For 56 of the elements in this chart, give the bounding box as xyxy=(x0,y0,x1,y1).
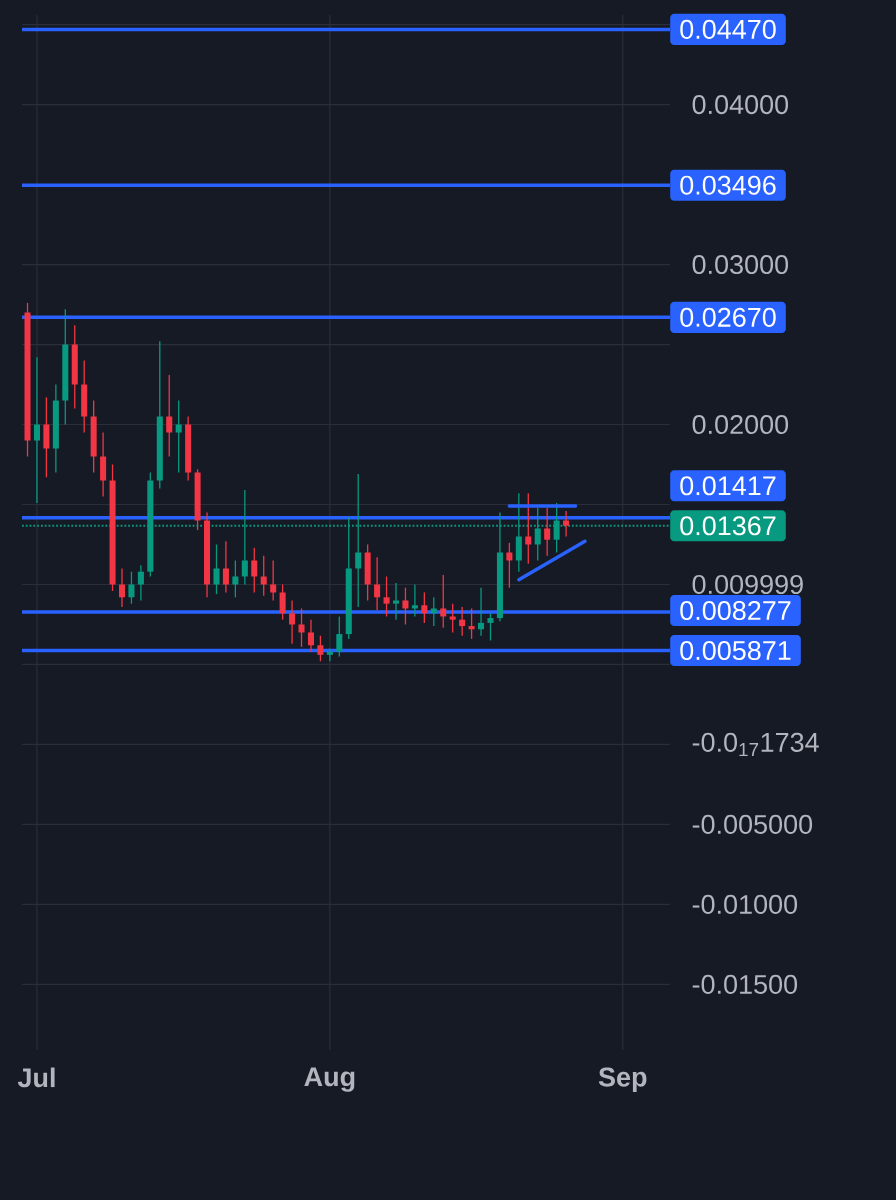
candlestick xyxy=(279,583,286,621)
candlestick xyxy=(544,507,551,557)
x-tick-label: Sep xyxy=(598,1067,647,1092)
candlestick xyxy=(468,607,475,640)
y-tick-label: 0.009999 xyxy=(692,574,803,595)
candlestick xyxy=(326,647,333,662)
candlestick xyxy=(298,607,305,648)
ref-line-label: 0.005871 xyxy=(680,640,791,661)
candlestick xyxy=(430,596,437,627)
candlestick xyxy=(317,635,324,662)
ref-line-label: 0.008277 xyxy=(680,600,791,621)
y-tick-label: -0.01000 xyxy=(692,894,798,914)
candlestick xyxy=(222,540,229,594)
candlestick xyxy=(392,582,400,621)
y-tick-label: 0.04000 xyxy=(692,95,789,115)
ref-line-label: 0.01417 xyxy=(680,476,776,496)
candlestick xyxy=(33,356,40,504)
candlestick xyxy=(43,396,50,478)
candlestick xyxy=(402,587,409,626)
y-tick-label: 0.03000 xyxy=(692,254,789,275)
candlestick xyxy=(232,559,239,598)
candlestick xyxy=(383,575,390,618)
ref-line-label: 0.02670 xyxy=(680,307,776,327)
candlestick xyxy=(307,619,314,653)
x-tick-label: Jul xyxy=(17,1067,55,1088)
candlestick xyxy=(213,543,220,595)
ref-line-label: 0.03496 xyxy=(680,175,776,195)
candlestick xyxy=(478,587,485,637)
candlestick xyxy=(336,615,343,658)
candlestick xyxy=(440,574,447,629)
candlestick xyxy=(449,603,456,634)
candlestick xyxy=(525,492,532,565)
ref-line-label: 0.04470 xyxy=(680,19,776,39)
y-tick-label: -0.005000 xyxy=(692,814,813,834)
candlestick xyxy=(118,567,126,608)
candlestick xyxy=(563,510,570,538)
candlestick xyxy=(487,612,494,642)
candlestick xyxy=(175,399,182,474)
candlestick xyxy=(100,431,107,498)
candlestick xyxy=(260,555,267,597)
candlestick xyxy=(411,583,418,618)
candlestick xyxy=(270,559,277,602)
y-tick-label: -0.01500 xyxy=(692,974,798,994)
y-tick-label: 0.02000 xyxy=(692,414,789,435)
candlestick xyxy=(251,547,258,594)
x-tick-label: Aug xyxy=(304,1067,355,1092)
candlestick xyxy=(459,606,466,637)
y-tick-label: -0.0$_{17}$1734 xyxy=(692,732,819,757)
candlestick xyxy=(128,571,135,605)
candlestick xyxy=(506,542,513,589)
candlestick xyxy=(166,374,173,458)
ref-line-label: 0.01367 xyxy=(680,516,776,536)
candlestick xyxy=(137,564,144,602)
candlestick xyxy=(374,556,381,611)
candlestick xyxy=(421,591,428,624)
candlestick xyxy=(289,599,296,645)
